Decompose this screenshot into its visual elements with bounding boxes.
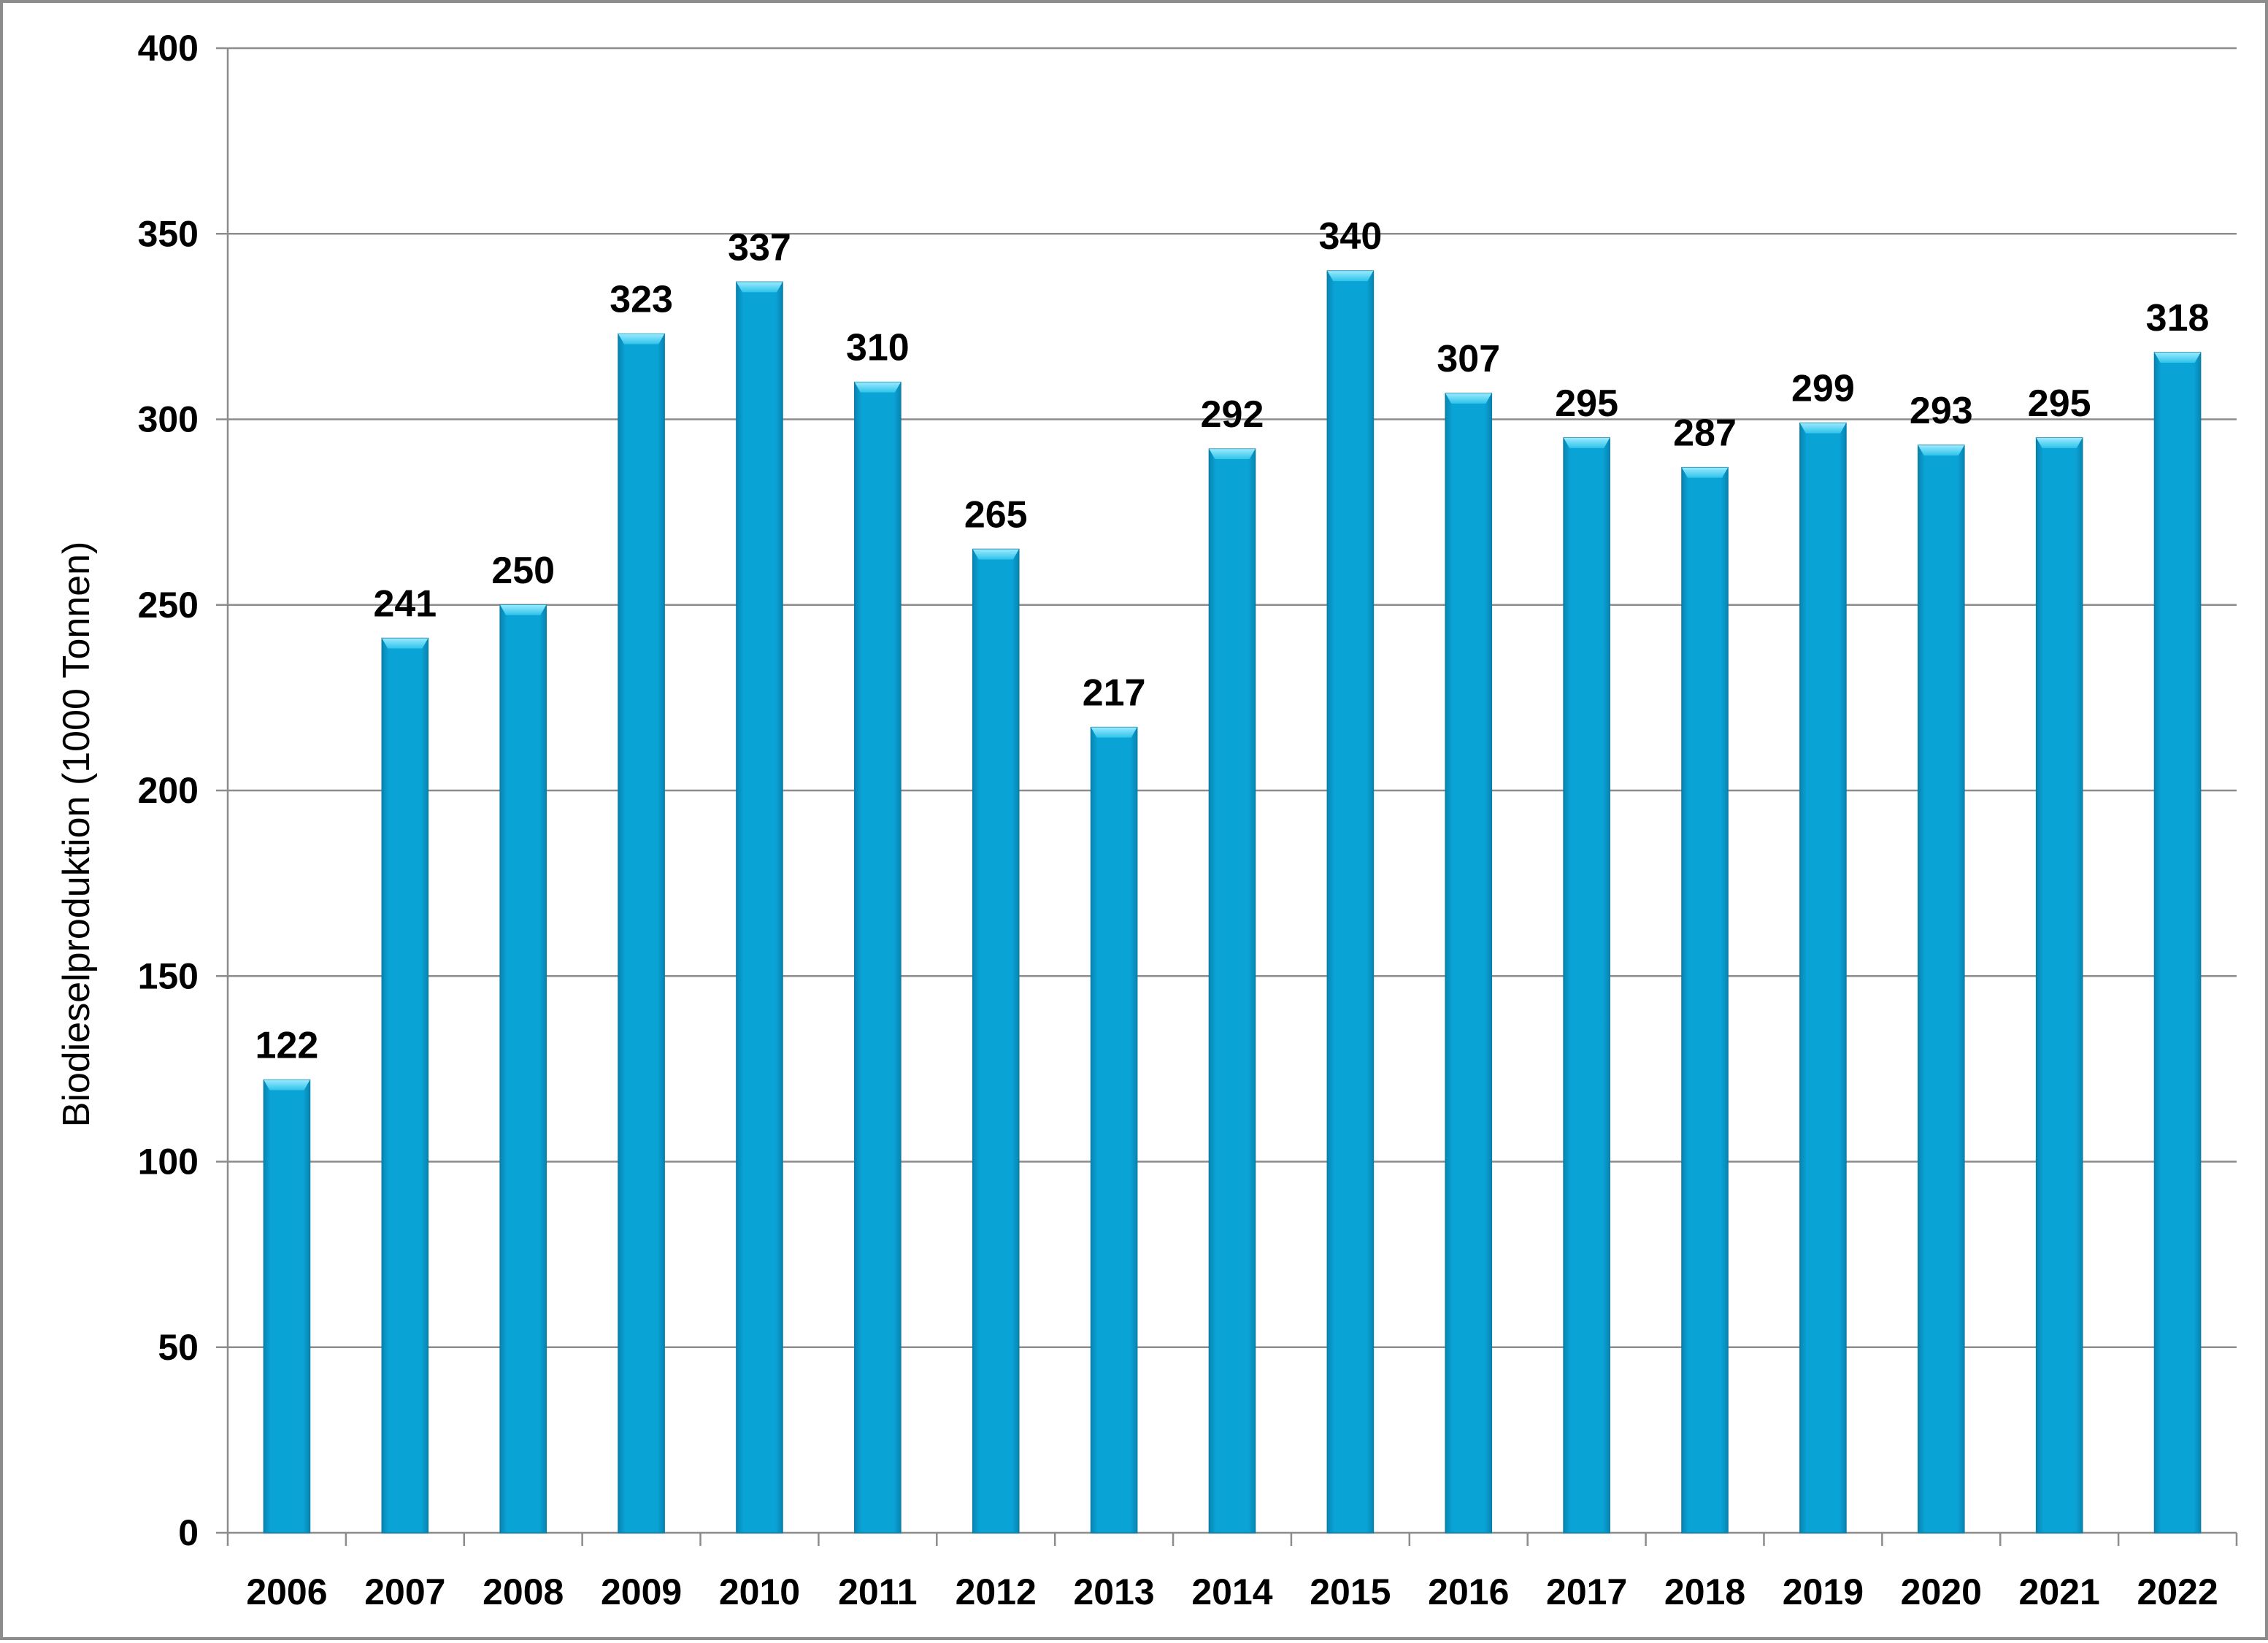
x-tick-label-2017: 2017 [1546, 1571, 1627, 1612]
y-tick-label: 250 [138, 585, 199, 626]
data-label-2011: 310 [846, 327, 910, 369]
y-tick-label: 350 [138, 213, 199, 254]
x-tick-label-2006: 2006 [246, 1571, 327, 1612]
x-tick-label-2022: 2022 [2137, 1571, 2218, 1612]
bar-top-bevel [382, 638, 428, 649]
y-tick-label: 100 [138, 1142, 199, 1182]
x-tick-label-2011: 2011 [838, 1571, 917, 1612]
data-labels: 122 241 250 323 337 310 265 217 292 340 307 295 287 2… [255, 215, 2210, 1067]
bar-top-bevel [1445, 393, 1492, 404]
bar-top-bevel [500, 604, 547, 615]
bar-2011 [854, 381, 902, 1534]
bar-2008 [499, 604, 547, 1534]
data-label-2007: 241 [373, 583, 437, 626]
data-label-2017: 295 [1555, 382, 1618, 425]
y-tick-label: 300 [138, 399, 199, 440]
bar-top-bevel [1209, 449, 1256, 460]
bar-top-bevel [1564, 437, 1610, 448]
data-label-2019: 299 [1791, 368, 1855, 410]
y-tick-label: 0 [178, 1512, 199, 1553]
x-tick-label-2009: 2009 [601, 1571, 682, 1612]
bar-top-bevel [972, 549, 1019, 560]
bar-2013 [1090, 726, 1138, 1534]
data-label-2016: 307 [1437, 338, 1500, 380]
bar-top-bevel [264, 1080, 310, 1090]
x-tick-label-2013: 2013 [1074, 1571, 1155, 1612]
bar-2010 [736, 281, 783, 1534]
bar-top-bevel [1681, 467, 1729, 478]
bar-top-bevel [2036, 437, 2083, 448]
bar-2019 [1799, 422, 1847, 1534]
bar-2020 [1917, 445, 1965, 1534]
x-tick-label-2010: 2010 [719, 1571, 800, 1612]
x-tick-label-2021: 2021 [2019, 1571, 2100, 1612]
x-tick-label-2007: 2007 [364, 1571, 445, 1612]
x-tick-label-2008: 2008 [483, 1571, 564, 1612]
bar-2009 [618, 333, 665, 1534]
data-label-2018: 287 [1673, 412, 1737, 455]
bar-2015 [1326, 270, 1375, 1534]
bars [263, 270, 2202, 1534]
bar-top-bevel [854, 382, 901, 393]
bar-top-bevel [1091, 727, 1137, 738]
data-label-2009: 323 [610, 279, 673, 321]
data-label-2022: 318 [2146, 297, 2210, 339]
bar-top-bevel [736, 282, 783, 293]
bar-2006 [263, 1079, 311, 1534]
data-label-2006: 122 [255, 1025, 319, 1067]
data-label-2013: 217 [1083, 672, 1146, 715]
x-tick-label-2015: 2015 [1310, 1571, 1391, 1612]
data-label-2012: 265 [964, 493, 1028, 536]
data-label-2020: 293 [1910, 390, 1973, 432]
x-tick-label-2019: 2019 [1783, 1571, 1864, 1612]
bar-chart: 122 241 250 323 337 310 265 217 292 340 307 295 287 2… [55, 28, 2238, 1612]
tick-labels: 0 50 100 150 200 250 300 350 400 2006 2007 2008 2009… [138, 28, 2218, 1612]
bar-2012 [972, 548, 1020, 1534]
bar-2016 [1445, 393, 1493, 1534]
bar-2018 [1681, 466, 1729, 1534]
y-tick-label: 400 [138, 28, 199, 69]
bar-2017 [1563, 437, 1610, 1534]
x-tick-label-2012: 2012 [956, 1571, 1037, 1612]
bar-2014 [1208, 448, 1256, 1534]
data-label-2010: 337 [728, 226, 791, 269]
bar-top-bevel [1327, 271, 1374, 282]
x-tick-label-2018: 2018 [1664, 1571, 1745, 1612]
bar-2007 [381, 637, 429, 1534]
y-tick-label: 150 [138, 955, 199, 996]
bar-2022 [2153, 352, 2202, 1534]
x-tick-label-2020: 2020 [1901, 1571, 1982, 1612]
bar-2021 [2035, 437, 2083, 1534]
x-tick-label-2014: 2014 [1191, 1571, 1272, 1612]
y-axis-title: Biodieselproduktion (1000 Tonnen) [55, 542, 98, 1128]
y-tick-label: 50 [158, 1327, 199, 1368]
y-tick-label: 200 [138, 770, 199, 811]
data-label-2014: 292 [1201, 393, 1264, 436]
bar-top-bevel [1799, 423, 1846, 434]
data-label-2008: 250 [491, 550, 555, 592]
data-label-2021: 295 [2028, 382, 2091, 425]
x-tick-label-2016: 2016 [1428, 1571, 1509, 1612]
bar-top-bevel [1918, 445, 1964, 456]
bar-top-bevel [2154, 352, 2201, 363]
data-label-2015: 340 [1318, 215, 1382, 258]
bar-top-bevel [618, 334, 665, 345]
